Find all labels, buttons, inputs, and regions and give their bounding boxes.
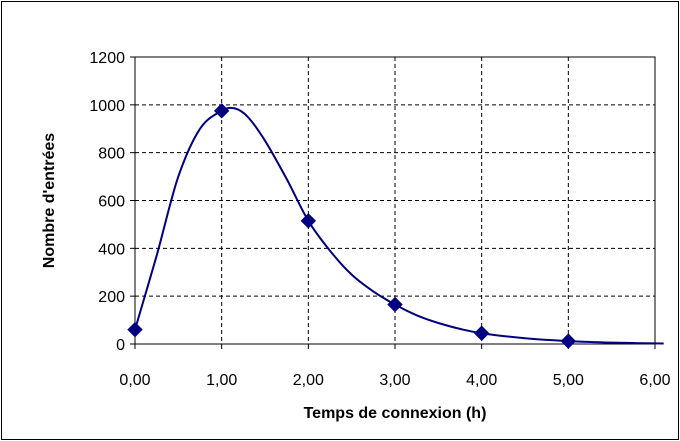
y-tick-label: 600 <box>98 194 125 211</box>
data-point-marker <box>300 213 317 229</box>
y-axis-title: Nombre d'entrées <box>41 133 58 269</box>
data-point-marker <box>127 321 143 338</box>
data-point-marker <box>473 325 490 341</box>
data-point-marker <box>387 296 403 313</box>
y-tick-label: 800 <box>98 146 125 163</box>
series-markers <box>127 103 577 349</box>
y-tick-label: 1000 <box>89 98 125 115</box>
x-tick-label: 1,00 <box>206 372 237 389</box>
x-axis-ticks: 0,00 1,00 2,00 3,00 4,00 5,00 6,00 <box>119 344 671 389</box>
y-tick-label: 1200 <box>89 50 125 67</box>
x-tick-label: 5,00 <box>553 372 584 389</box>
x-tick-label: 4,00 <box>466 372 497 389</box>
series-curve <box>134 106 664 345</box>
x-axis-title: Temps de connexion (h) <box>304 405 487 422</box>
x-tick-label: 3,00 <box>379 372 410 389</box>
x-tick-label: 6,00 <box>639 372 670 389</box>
y-tick-label: 200 <box>98 289 125 306</box>
x-tick-label: 2,00 <box>293 372 324 389</box>
grid-layer <box>135 57 655 344</box>
data-point-marker <box>213 103 230 119</box>
x-tick-label: 0,00 <box>119 372 150 389</box>
y-tick-label: 400 <box>98 241 125 258</box>
y-tick-label: 0 <box>116 337 125 354</box>
data-point-marker <box>560 333 577 349</box>
y-axis-ticks: 0 200 400 600 800 1000 1200 <box>89 50 135 354</box>
